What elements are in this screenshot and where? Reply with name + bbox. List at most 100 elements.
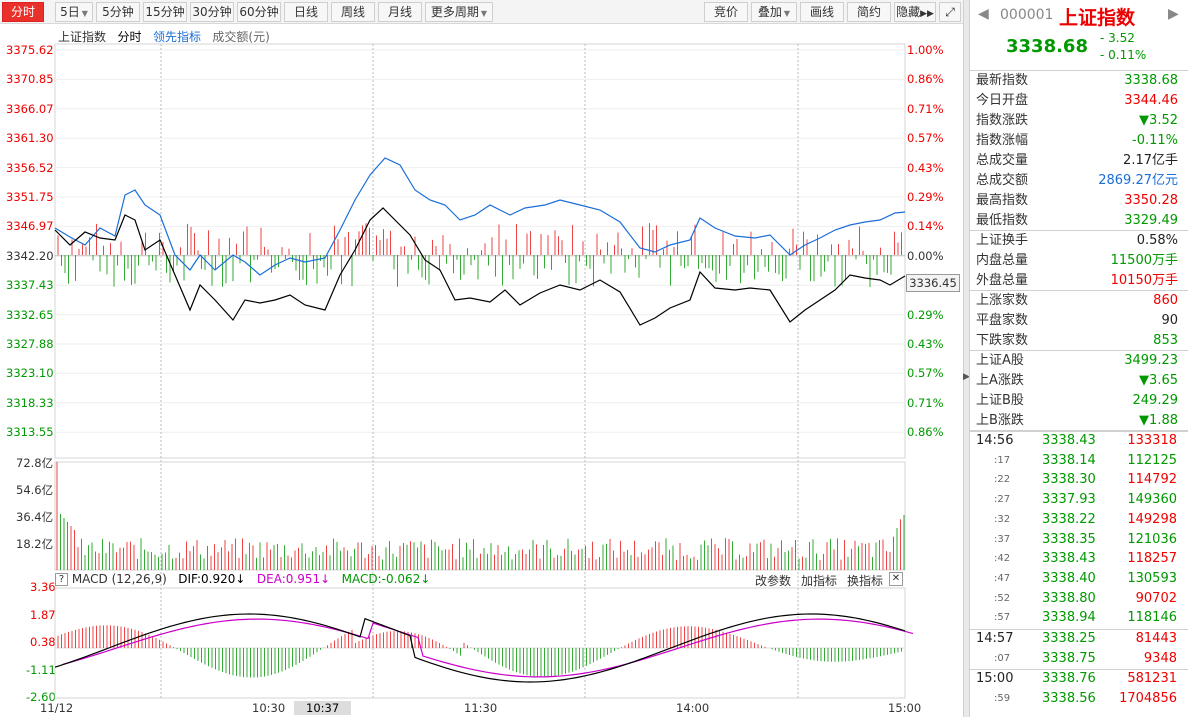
tick-row: :47 3338.40 130593 [970, 569, 1188, 589]
period-month-button[interactable]: 月线 [378, 2, 422, 22]
period-week-button[interactable]: 周线 [331, 2, 375, 22]
quote-value: 11500万手 [1110, 253, 1178, 268]
collapse-arrow-icon[interactable]: ▶ [963, 372, 970, 382]
tick-row: :32 3338.22 149298 [970, 510, 1188, 530]
volume-axis-label: 54.6亿 [16, 483, 54, 497]
price-axis-label: 3318.33 [6, 395, 54, 410]
close-icon[interactable]: ✕ [889, 572, 903, 586]
quote-value: -0.11% [1132, 133, 1178, 148]
overlay-button[interactable]: 叠加 ▼ [751, 2, 797, 22]
separator [970, 290, 1188, 291]
tick-volume: 149298 [1127, 511, 1177, 527]
time-axis-label: 15:00 [888, 701, 922, 715]
tick-volume: 9348 [1143, 650, 1177, 666]
period-day-button[interactable]: 日线 [284, 2, 328, 22]
percent-axis-label: 1.00% [907, 43, 944, 57]
price-axis-label: 3332.65 [6, 307, 54, 322]
period-more-button[interactable]: 更多周期 ▼ [425, 2, 493, 22]
quote-label: 上涨家数 [976, 293, 1029, 308]
tick-row: 14:56 3338.43 133318 [970, 431, 1188, 451]
tick-price: 3338.43 [1042, 433, 1096, 448]
percent-axis-label: 0.14% [907, 219, 944, 234]
percent-axis-label: 0.71% [907, 395, 944, 410]
quote-value: 3344.46 [1124, 93, 1178, 108]
chart-mode: 分时 [117, 30, 142, 44]
price-axis-label: 3346.97 [6, 219, 54, 234]
quote-value: 10150万手 [1110, 273, 1178, 288]
period-15min-button[interactable]: 15分钟 [143, 2, 187, 22]
intraday-chart[interactable] [0, 0, 963, 717]
double-chevron-right-icon: ▶▶ [920, 9, 934, 19]
tick-volume: 133318 [1127, 433, 1177, 448]
tick-volume: 118257 [1127, 551, 1177, 567]
quote-label: 上证B股 [976, 393, 1024, 408]
price-axis-label: 3323.10 [6, 366, 54, 381]
tick-row: :27 3337.93 149360 [970, 490, 1188, 510]
quote-value: 3338.68 [1124, 73, 1178, 88]
draw-line-button[interactable]: 画线 [800, 2, 844, 22]
volume-axis-label: 72.8亿 [16, 456, 54, 470]
quote-value: ▼3.52 [1139, 113, 1178, 128]
tick-price: 3338.80 [1042, 590, 1096, 606]
tick-time: :47 [994, 572, 1011, 584]
quote-value: 860 [1153, 293, 1178, 308]
next-stock-icon[interactable]: ▶ [1168, 6, 1179, 22]
macd-axis-label: 0.38 [30, 635, 56, 649]
tick-row: :42 3338.43 118257 [970, 549, 1188, 569]
percent-axis-label: 0.57% [907, 131, 944, 146]
period-intraday-button[interactable]: 分时 [2, 2, 44, 22]
macd-pane-frame [54, 587, 906, 699]
quote-label: 最低指数 [976, 213, 1029, 228]
prev-stock-icon[interactable]: ◀ [978, 6, 989, 22]
tick-time: :57 [994, 612, 1011, 624]
percent-axis-label: 0.29% [907, 307, 944, 322]
period-30min-button[interactable]: 30分钟 [190, 2, 234, 22]
quote-row: 下跌家数 853 [970, 331, 1184, 351]
period-60min-button[interactable]: 60分钟 [237, 2, 281, 22]
tick-time: :52 [994, 592, 1011, 604]
tick-volume: 1704856 [1119, 691, 1177, 707]
quote-label: 外盘总量 [976, 273, 1029, 288]
add-indicator-link[interactable]: 加指标 [801, 574, 838, 588]
tick-price: 3338.76 [1042, 671, 1096, 687]
time-axis-label: 14:00 [676, 701, 710, 715]
chevron-down-icon: ▼ [480, 9, 488, 18]
time-axis-label: 10:37 [294, 701, 352, 715]
quote-row: 最新指数 3338.68 [970, 71, 1184, 91]
tick-volume: 90702 [1135, 590, 1177, 606]
hide-button[interactable]: 隐藏▶▶ [894, 2, 936, 22]
quote-value: 3499.23 [1124, 353, 1178, 368]
simple-mode-button[interactable]: 简约 [847, 2, 891, 22]
index-name: 上证指数 [58, 30, 107, 44]
tick-time: :32 [994, 513, 1011, 525]
price-axis-label: 3370.85 [6, 72, 54, 87]
percent-axis-label: 0.00% [907, 248, 944, 263]
switch-indicator-link[interactable]: 换指标 [847, 574, 884, 588]
panel-splitter[interactable]: ▶ [963, 0, 970, 717]
tick-time: :27 [994, 494, 1011, 506]
percent-axis-label: 0.71% [907, 101, 944, 116]
tick-row: :37 3338.35 121036 [970, 530, 1188, 550]
quote-label: 总成交量 [976, 153, 1029, 168]
lead-indicator-link[interactable]: 领先指标 [152, 30, 201, 44]
separator [970, 230, 1188, 231]
tick-price: 3338.94 [1042, 610, 1096, 626]
price-axis-label: 3342.20 [6, 248, 54, 263]
fullscreen-button[interactable]: ⤢ [939, 2, 961, 22]
tick-price: 3338.25 [1042, 631, 1096, 646]
help-icon[interactable]: ? [55, 573, 68, 586]
quote-row: 上证B股 249.29 [970, 391, 1184, 411]
tick-volume: 112125 [1127, 452, 1177, 468]
period-5day-button[interactable]: 5日 ▼ [55, 2, 93, 22]
quote-value: 853 [1153, 333, 1178, 348]
separator [970, 629, 1188, 630]
quote-row: 总成交量 2.17亿手 [970, 151, 1184, 171]
macd-title: MACD (12,26,9) [71, 572, 167, 586]
edit-params-link[interactable]: 改参数 [755, 574, 792, 588]
period-more-label: 更多周期 [430, 5, 479, 19]
percent-axis-label: 0.43% [907, 160, 944, 175]
auction-button[interactable]: 竞价 [704, 2, 748, 22]
period-5min-button[interactable]: 5分钟 [96, 2, 140, 22]
time-axis-label: 11:30 [464, 701, 498, 715]
